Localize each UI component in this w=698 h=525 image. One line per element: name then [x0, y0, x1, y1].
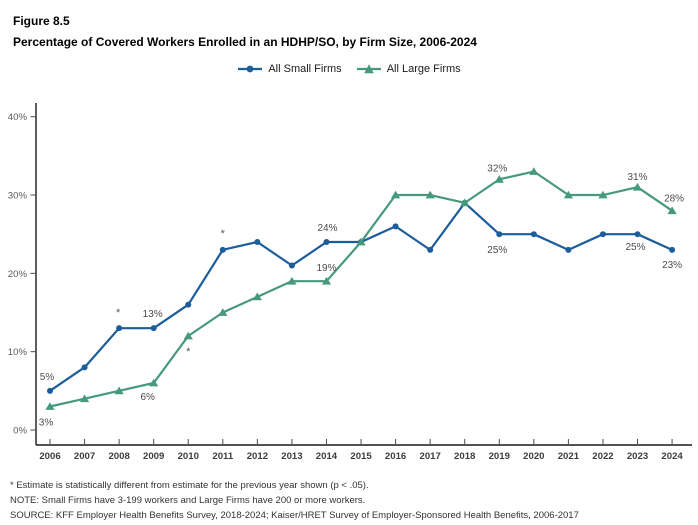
y-tick-label: 40%: [8, 112, 28, 123]
x-tick-label-2022: 2022: [592, 451, 613, 462]
marker-small-2016: [392, 223, 399, 230]
data-label-small-2023: 25%: [626, 242, 646, 253]
x-tick-label-2023: 2023: [627, 451, 648, 462]
marker-small-2009: [150, 325, 157, 332]
x-tick-label-2014: 2014: [316, 451, 338, 462]
marker-small-2010: [185, 301, 192, 308]
marker-large-2024: [667, 206, 677, 215]
x-tick-label-2024: 2024: [661, 451, 683, 462]
data-label-large-2014: 19%: [316, 263, 336, 274]
marker-large-2009: [149, 378, 159, 387]
data-label-large-2009: 6%: [140, 392, 155, 403]
data-label-large-2023: 31%: [628, 172, 648, 183]
y-tick-label: 20%: [8, 269, 28, 280]
marker-large-2018: [460, 198, 470, 207]
x-tick-label-2018: 2018: [454, 451, 476, 462]
marker-small-2008: [116, 325, 123, 332]
footnote-asterisk: * Estimate is statistically different fr…: [10, 480, 369, 491]
x-tick-label-2007: 2007: [74, 451, 95, 462]
footnotes: * Estimate is statistically different fr…: [10, 478, 579, 523]
y-tick-label: 30%: [8, 191, 28, 202]
x-tick-label-2013: 2013: [281, 451, 302, 462]
marker-small-2021: [565, 246, 572, 253]
marker-large-2016: [391, 190, 401, 199]
marker-large-2006: [45, 402, 55, 410]
x-tick-label-2010: 2010: [178, 451, 199, 462]
data-label-small-2019: 25%: [487, 245, 507, 256]
marker-large-2019: [494, 175, 504, 183]
data-label-small-2014: 24%: [317, 223, 337, 234]
data-label-small-2024: 23%: [662, 260, 682, 271]
marker-small-2017: [427, 246, 434, 253]
marker-large-2007: [79, 394, 90, 403]
x-tick-label-2020: 2020: [523, 451, 544, 462]
legend-item-all-small-firms: All Small Firms: [237, 63, 342, 75]
small-firms-line-circle-icon: [238, 65, 263, 73]
legend-label-large-firms: All Large Firms: [386, 63, 461, 75]
marker-large-2011: [218, 308, 228, 316]
marker-small-2011: [219, 246, 226, 253]
x-tick-label-2011: 2011: [212, 451, 233, 462]
marker-large-2008: [114, 386, 124, 395]
significance-asterisk-small-2011: *: [221, 228, 226, 240]
footnote-note: NOTE: Small Firms have 3-199 workers and…: [10, 495, 366, 506]
marker-small-2007: [81, 364, 88, 371]
data-label-small-2006: 5%: [40, 372, 55, 383]
data-label-small-2009: 13%: [143, 309, 163, 320]
footnote-source: SOURCE: KFF Employer Health Benefits Sur…: [10, 510, 579, 521]
chart-title: Percentage of Covered Workers Enrolled i…: [13, 35, 477, 49]
marker-small-2013: [288, 262, 295, 269]
y-tick-label: 0%: [13, 426, 27, 437]
data-label-large-2019: 32%: [487, 163, 507, 174]
marker-large-2010: [183, 331, 193, 340]
marker-large-2020: [529, 167, 539, 175]
marker-small-2014: [323, 239, 330, 246]
legend-label-small-firms: All Small Firms: [268, 63, 342, 75]
x-tick-label-2008: 2008: [108, 451, 130, 462]
x-tick-label-2019: 2019: [489, 451, 510, 462]
series-line-large: [48, 170, 674, 408]
hdhp-enrollment-line-chart: 0%10%20%30%40%2006 2007 2008 2009 2010 2011 20…: [8, 103, 692, 462]
marker-large-2012: [252, 292, 262, 301]
marker-large-2022: [598, 190, 608, 199]
marker-small-2023: [634, 231, 641, 238]
x-tick-label-2012: 2012: [247, 451, 268, 462]
x-tick-label-2006: 2006: [39, 451, 60, 462]
data-label-large-2024: 28%: [664, 194, 684, 205]
x-tick-label-2016: 2016: [385, 451, 406, 462]
series-large: [45, 167, 677, 410]
marker-large-2015: [356, 237, 366, 246]
significance-asterisk-large-2010: *: [186, 346, 191, 358]
series-small: [47, 199, 676, 394]
x-tick-label-2009: 2009: [143, 451, 164, 462]
y-axis: 0% 10% 20% 30% 40%: [8, 103, 37, 445]
marker-large-2014: [321, 276, 332, 285]
significance-asterisk-small-2008: *: [116, 307, 121, 319]
marker-small-2024: [669, 246, 676, 253]
x-tick-label-2015: 2015: [350, 451, 372, 462]
marker-small-2019: [496, 231, 503, 238]
marker-small-2012: [254, 239, 261, 246]
marker-small-2020: [530, 231, 537, 238]
x-axis: 2006 2007 2008 2009 2010 2011 2012 2013 2014 2015…: [36, 439, 692, 462]
data-label-large-2006: 3%: [39, 418, 54, 429]
series-line-small: [48, 201, 674, 392]
marker-large-2013: [287, 276, 297, 285]
large-firms-line-triangle-icon: [356, 64, 381, 74]
marker-large-2017: [425, 190, 435, 199]
x-tick-label-2017: 2017: [419, 451, 440, 462]
x-tick-label-2021: 2021: [558, 451, 580, 462]
marker-small-2022: [599, 231, 606, 238]
y-tick-label: 10%: [8, 347, 28, 358]
marker-small-2006: [47, 387, 53, 394]
legend-item-all-large-firms: All Large Firms: [356, 63, 461, 75]
figure-label: Figure 8.5: [13, 14, 70, 28]
chart-legend: All Small Firms All Large Firms: [0, 63, 698, 75]
marker-large-2023: [632, 182, 643, 191]
marker-large-2021: [563, 190, 573, 199]
